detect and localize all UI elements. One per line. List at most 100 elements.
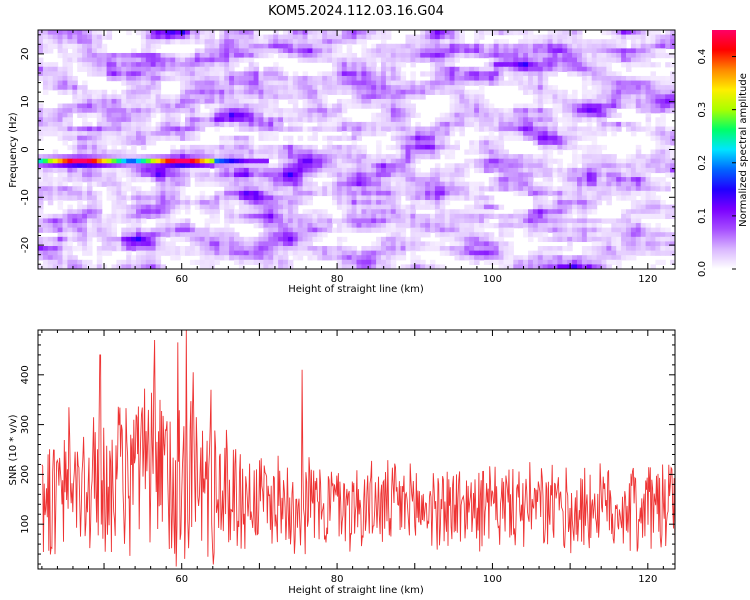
spectrogram-cell <box>238 98 245 105</box>
spectrogram-cell <box>415 57 421 63</box>
spectrogram-cell <box>160 34 166 40</box>
spectrogram-cell <box>77 140 83 146</box>
spectrogram-cell <box>297 85 304 91</box>
spectrogram-cell <box>150 163 157 169</box>
spectrogram-cell <box>67 121 73 128</box>
spectrogram-cell <box>474 34 480 40</box>
spectrogram-cell <box>307 209 313 215</box>
spectrogram-cell <box>434 232 441 238</box>
spectrogram-cell <box>91 94 98 100</box>
spectrogram-cell <box>498 80 505 86</box>
spectrogram-cell <box>356 85 362 91</box>
spectrogram-cell <box>199 167 206 174</box>
spectrogram-cell <box>430 34 436 40</box>
spectrogram-cell <box>312 39 318 45</box>
spectrogram-cell <box>640 158 647 164</box>
spectrogram-cell <box>430 131 436 137</box>
spectrogram-cell <box>655 163 661 169</box>
spectrogram-cell <box>126 98 132 105</box>
spectrogram-cell <box>145 126 152 132</box>
spectrogram-cell <box>483 154 490 160</box>
spectrogram-cell <box>488 213 495 220</box>
spectrogram-cell <box>577 154 583 160</box>
spectrogram-cell <box>532 117 539 123</box>
spectrogram-cell <box>283 85 289 91</box>
spectrogram-cell <box>131 117 137 123</box>
spectrogram-cell <box>38 135 44 141</box>
spectrogram-cell <box>62 195 68 201</box>
spectrogram-cell <box>572 98 578 105</box>
spectrogram-cell <box>322 163 328 169</box>
spectrogram-cell <box>140 66 147 72</box>
spectrogram-cell <box>155 135 162 141</box>
spectrogram-cell <box>665 232 671 238</box>
spectrogram-cell <box>101 177 108 183</box>
spectrogram-cell <box>361 223 367 229</box>
spectrogram-cell <box>444 232 451 238</box>
spectrogram-cell <box>410 213 416 220</box>
spectrogram-cell <box>175 52 181 59</box>
spectrogram-cell <box>557 209 563 215</box>
spectrogram-cell <box>121 227 127 233</box>
spectrogram-cell <box>248 177 255 183</box>
spectrogram-cell <box>283 190 289 197</box>
spectrogram-cell <box>336 149 343 155</box>
spectrogram-cell <box>346 43 353 49</box>
spectrogram-cell <box>630 227 637 233</box>
spectrogram-cell <box>532 85 539 91</box>
spectrogram-cell <box>557 204 563 210</box>
spectrogram-cell <box>650 89 656 95</box>
spectrogram-cell <box>572 135 578 141</box>
spectrogram-cell <box>390 121 397 128</box>
spectrogram-cell <box>194 135 201 141</box>
spectrogram-cell <box>650 103 656 109</box>
spectrogram-cell <box>596 236 603 243</box>
spectrogram-cell <box>224 186 230 192</box>
spectrogram-cell <box>307 117 313 123</box>
spectrogram-cell <box>42 39 49 45</box>
spectrogram-cell <box>140 144 147 151</box>
spectrogram-cell <box>322 34 328 40</box>
spectrogram-cell <box>385 177 392 183</box>
spectrogram-cell <box>160 57 166 63</box>
spectrogram-cell <box>346 85 353 91</box>
spectrogram-cell <box>488 62 495 68</box>
spectrogram-cell <box>542 154 549 160</box>
spectrogram-cell <box>400 181 407 187</box>
spectrogram-cell <box>420 94 426 100</box>
spectrogram-cell <box>523 66 529 72</box>
spectrogram-cell <box>136 52 142 59</box>
spectrogram-cell <box>376 121 382 128</box>
spectrogram-cell <box>581 52 588 59</box>
spectrogram-cell <box>528 236 534 243</box>
spectrogram-cell <box>224 163 230 169</box>
spectrogram-cell <box>528 71 534 77</box>
spectrogram-cell <box>204 158 211 164</box>
spectrogram-cell <box>361 167 367 174</box>
spectrogram-cell <box>312 218 318 224</box>
spectrogram-cell <box>165 223 171 229</box>
spectrogram-cell <box>459 218 465 224</box>
spectrogram-cell <box>400 154 407 160</box>
spectrogram-cell <box>586 236 593 243</box>
spectrogram-cell <box>503 158 509 164</box>
spectrogram-cell <box>336 218 343 224</box>
spectrogram-cell <box>390 158 397 164</box>
spectrogram-cell <box>351 103 358 109</box>
spectrogram-cell <box>38 236 44 243</box>
spectrogram-cell <box>62 236 68 243</box>
spectrogram-cell <box>371 190 377 197</box>
spectrogram-cell <box>268 103 274 109</box>
spectrogram-cell <box>581 181 588 187</box>
spectrogram-cell <box>42 177 49 183</box>
spectrogram-cell <box>57 232 64 238</box>
spectrogram-cell <box>287 140 294 146</box>
spectrogram-cell <box>581 43 588 49</box>
spectrogram-cell <box>175 158 181 164</box>
spectrogram-cell <box>444 236 451 243</box>
spectrogram-cell <box>346 177 353 183</box>
spectrogram-cell <box>425 154 431 160</box>
spectrogram-cell <box>400 241 407 247</box>
spectrogram-cell <box>336 144 343 151</box>
spectrogram-cell <box>307 103 313 109</box>
